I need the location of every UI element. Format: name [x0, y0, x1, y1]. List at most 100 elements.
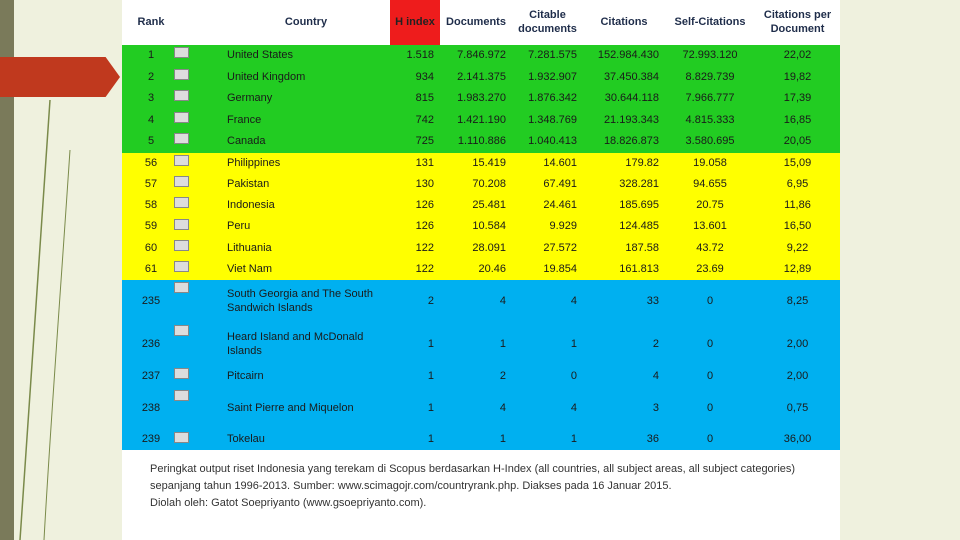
flag-icon: [174, 325, 189, 337]
table-cell: 8.829.739: [685, 70, 735, 83]
table-cell: 16,85: [783, 113, 812, 126]
table-cell: 37.450.384: [603, 70, 659, 83]
table-cell: 30.644.118: [604, 92, 659, 105]
row-background: [122, 237, 840, 259]
table-cell: 14.601: [543, 156, 577, 169]
table-cell: 1: [427, 433, 434, 446]
row-background: [122, 153, 840, 175]
table-cell: 934: [415, 70, 434, 83]
table-cell: 10.584: [472, 220, 506, 233]
table-cell: South Georgia and The South Sandwich Isl…: [227, 287, 373, 314]
table-cell: 161.813: [619, 262, 659, 275]
table-cell: 7.966.777: [685, 92, 735, 105]
flag-icon: [174, 197, 189, 209]
table-cell: 187.58: [625, 241, 659, 254]
table-cell: 24.461: [543, 199, 577, 212]
flag-icon: [174, 368, 189, 380]
table-cell: 2: [499, 370, 506, 383]
table-cell: 1: [570, 433, 577, 446]
table-cell: 13.601: [693, 220, 727, 233]
table-cell: 236: [141, 337, 161, 350]
table-cell: 15,09: [783, 156, 812, 169]
row-background: [122, 388, 840, 431]
table-cell: 72.993.120: [682, 48, 738, 61]
table-cell: 19.058: [693, 156, 727, 169]
row-background: [122, 109, 840, 132]
row-background: [122, 430, 840, 451]
table-cell: 1.518: [406, 48, 434, 61]
table-cell: 20,05: [783, 135, 812, 148]
table-cell: 185.695: [619, 199, 659, 212]
table-cell: 239: [141, 433, 161, 446]
caption-line: Diolah oleh: Gatot Soepriyanto (www.gsoe…: [150, 497, 427, 509]
table-cell: 2.141.375: [457, 70, 506, 83]
table-cell: 0: [706, 294, 714, 307]
table-cell: 235: [141, 294, 161, 307]
table-cell: 1.932.907: [528, 70, 577, 83]
table-cell: 60: [144, 241, 158, 254]
table-cell: 742: [415, 113, 434, 126]
table-cell: 22,02: [783, 48, 812, 61]
header-cell: Citations: [600, 15, 648, 28]
table-cell: 1.110.886: [457, 135, 506, 148]
table-cell: 126: [415, 220, 434, 233]
table-cell: 12,89: [783, 262, 812, 275]
table-cell: 0: [706, 370, 714, 383]
table-cell: 3: [652, 402, 659, 415]
row-background: [122, 323, 840, 367]
row-background: [122, 174, 840, 196]
table-cell: 7.281.575: [528, 48, 577, 61]
table-cell: 4: [499, 294, 506, 307]
table-cell: 1.876.342: [528, 92, 577, 105]
row-background: [122, 45, 840, 67]
table-cell: 0: [570, 370, 577, 383]
table-cell: 11,86: [784, 199, 811, 212]
table-cell: 2: [652, 337, 659, 350]
table-cell: Canada: [227, 135, 266, 148]
table-cell: 2,00: [786, 337, 809, 350]
table-cell: 9.929: [549, 220, 577, 233]
table-cell: 19.854: [543, 262, 577, 275]
left-bar: [0, 0, 14, 540]
header-cell: H index: [390, 0, 440, 45]
flag-icon: [174, 390, 189, 402]
table-cell: Peru: [227, 220, 251, 233]
table-cell: 6,95: [786, 177, 809, 190]
table-cell: 4: [147, 113, 155, 126]
table-cell: Saint Pierre and Miquelon: [227, 402, 354, 415]
table-cell: 1: [147, 48, 155, 61]
table-cell: Germany: [227, 92, 273, 105]
table-cell: Philippines: [227, 156, 281, 169]
table-cell: 25.481: [472, 199, 506, 212]
table-cell: 67.491: [543, 177, 577, 190]
table-cell: 0,75: [786, 402, 809, 415]
table-cell: 8,25: [786, 294, 809, 307]
table-cell: 57: [144, 177, 158, 190]
table-cell: 237: [141, 370, 161, 383]
table-cell: Indonesia: [227, 199, 275, 212]
table-cell: Tokelau: [227, 433, 265, 446]
table-cell: 16,50: [783, 220, 812, 233]
table-cell: 1: [570, 337, 577, 350]
table-cell: Heard Island and McDonald Islands: [227, 330, 364, 357]
table-cell: 19,82: [783, 70, 812, 83]
flag-icon: [174, 218, 189, 230]
table-cell: 18.826.873: [603, 135, 659, 148]
table-cell: Pitcairn: [227, 370, 264, 383]
table-cell: 725: [415, 135, 434, 148]
flag-icon: [174, 68, 189, 80]
table-cell: 58: [144, 199, 158, 212]
table-cell: 122: [415, 262, 434, 275]
table-cell: 5: [147, 135, 155, 148]
caption-line: sepanjang tahun 1996-2013. Sumber: www.s…: [150, 480, 672, 492]
table-cell: 9,22: [786, 241, 809, 254]
table-cell: United Kingdom: [227, 70, 306, 83]
table-cell: 2: [427, 294, 434, 307]
flag-icon: [174, 133, 189, 145]
flag-icon: [174, 432, 189, 444]
table-cell: 1: [427, 337, 434, 350]
table-cell: 43.72: [696, 241, 724, 254]
table-cell: 36: [646, 433, 659, 446]
table-cell: 122: [415, 241, 434, 254]
table-cell: 3.580.695: [685, 135, 735, 148]
